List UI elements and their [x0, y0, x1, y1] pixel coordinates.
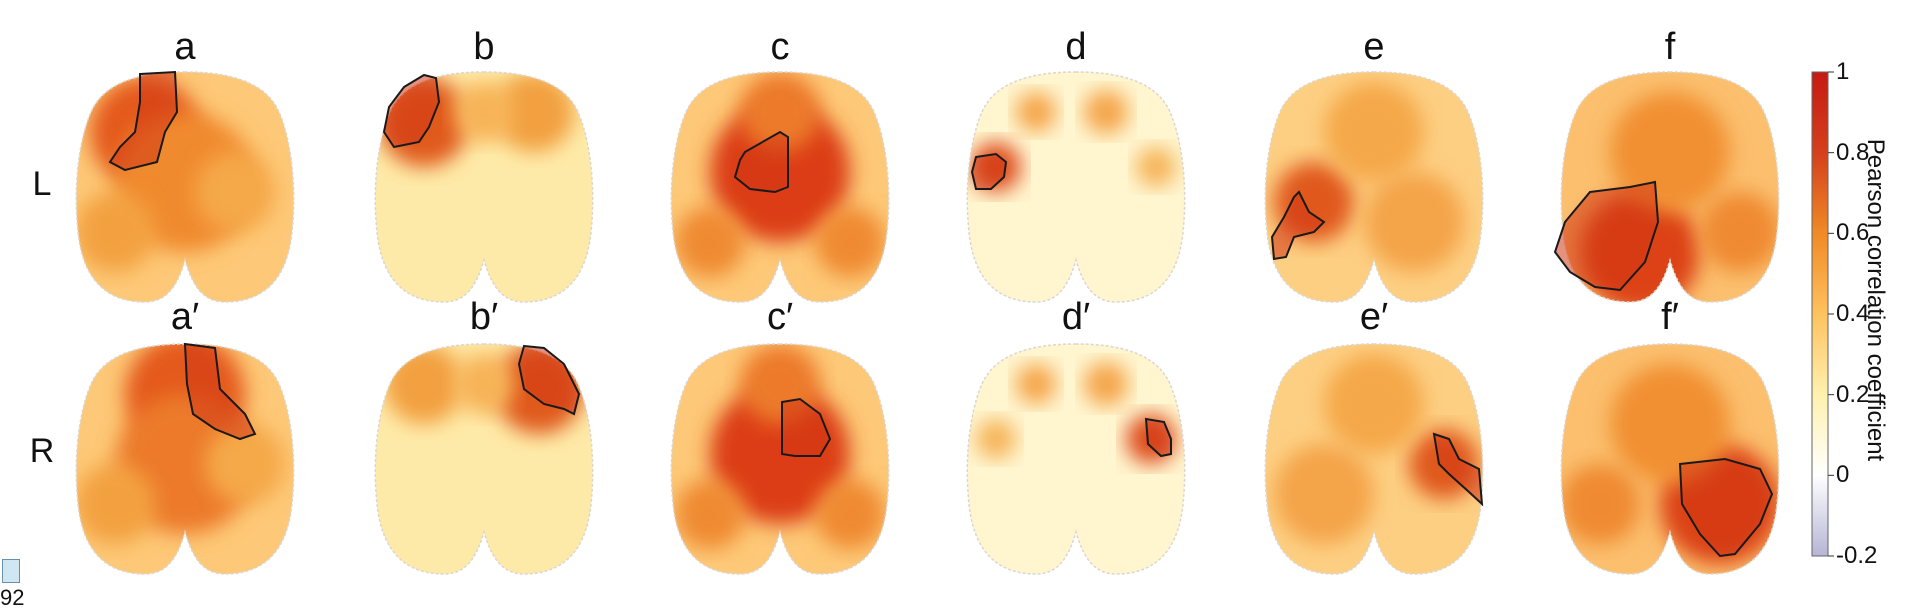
panel-label: a [174, 26, 196, 68]
brain-map-L-e [1264, 71, 1484, 303]
correlation-blob [205, 424, 285, 504]
seed-region-contour [108, 70, 179, 172]
brain-map-R-e [1264, 343, 1484, 575]
colorbar-tick-label: 0.2 [1836, 380, 1870, 408]
panel-label: e′ [1359, 296, 1389, 338]
correlation-blob [384, 344, 464, 424]
seed-region-contour [517, 344, 581, 416]
seed-region-contour [970, 152, 1008, 190]
correlation-blob [195, 152, 275, 232]
brain-outline [374, 343, 594, 575]
colorbar-tick-label: -0.2 [1836, 542, 1878, 569]
correlation-blob [1610, 92, 1730, 212]
correlation-blob [675, 479, 745, 549]
brain-map-R-d [966, 343, 1186, 575]
brain-map-L-c [670, 71, 890, 303]
correlation-blob [454, 354, 514, 414]
colorbar-tick-label: 0.4 [1836, 300, 1870, 327]
edge-fragment: 92 [0, 585, 25, 610]
correlation-blob [1136, 147, 1176, 187]
brain-map-R-f [1560, 343, 1780, 575]
brain-map-R-b [374, 343, 594, 575]
brain-panels [75, 70, 1780, 575]
correlation-blob [1324, 82, 1424, 182]
row-label-R: R [29, 432, 55, 470]
correlation-blob [1561, 464, 1640, 544]
correlation-blob [76, 464, 155, 544]
brain-map-L-b [374, 71, 594, 303]
brain-map-L-a [75, 70, 295, 303]
seed-region-contour [781, 397, 832, 457]
colorbar-title: Pearson correlation coefficient [1862, 138, 1889, 462]
brain-outline [670, 343, 890, 575]
correlation-blob [1610, 364, 1730, 484]
brain-outline [966, 343, 1186, 575]
brain-outline [75, 71, 295, 303]
panel-label: f [1664, 26, 1676, 68]
colorbar-tick-label: 1 [1836, 58, 1850, 85]
brain-outline [1264, 343, 1484, 575]
brain-outline [75, 343, 295, 575]
panel-label: e [1363, 26, 1385, 68]
brain-outline [1560, 343, 1780, 575]
panel-label: d [1065, 26, 1087, 68]
correlation-blob [76, 192, 155, 272]
brain-map-L-d [966, 71, 1186, 303]
correlation-blob [454, 82, 514, 142]
panel-label: d′ [1061, 296, 1091, 338]
brain-outline [670, 71, 890, 303]
seed-region-contour [183, 342, 257, 441]
colorbar [1811, 71, 1829, 557]
correlation-blob [1324, 354, 1424, 454]
correlation-blob [976, 419, 1016, 459]
panel-label: b′ [469, 296, 499, 338]
seed-region-contour [382, 73, 441, 149]
panel-label: f′ [1661, 296, 1679, 338]
correlation-blob [740, 72, 820, 152]
brain-map-L-f [1553, 71, 1780, 303]
correlation-blob [1084, 90, 1128, 134]
seed-region-contour [1553, 180, 1660, 292]
seed-region-contour [1144, 417, 1172, 458]
panel-label: a′ [170, 296, 200, 338]
row-label-L: L [32, 165, 52, 203]
colorbar-tick-label: 0 [1836, 461, 1850, 489]
correlation-blob [1274, 444, 1374, 544]
seed-region-contour [1678, 457, 1774, 558]
brain-outline [966, 71, 1186, 303]
correlation-blob [815, 479, 885, 549]
colorbar-tick-label: 0.8 [1836, 138, 1870, 166]
correlation-blob [494, 72, 574, 152]
brain-outline [374, 71, 594, 303]
panel-label: c′ [766, 296, 794, 338]
correlation-blob [1016, 92, 1056, 132]
panel-label: c [770, 26, 790, 68]
brain-map-R-a [75, 342, 295, 575]
correlation-blob [1016, 364, 1056, 404]
correlation-blob [1700, 192, 1779, 272]
panel-label: b [473, 26, 495, 68]
seed-region-contour [1270, 190, 1326, 261]
brain-outline [1264, 71, 1484, 303]
correlation-blob [1364, 172, 1464, 272]
correlation-blob [815, 207, 885, 277]
seed-region-contour [1432, 432, 1484, 507]
correlation-blob [1084, 362, 1128, 406]
edge-box [2, 559, 20, 583]
seed-region-contour [733, 130, 789, 194]
brain-map-R-c [670, 343, 890, 575]
correlation-blob [675, 207, 745, 277]
colorbar-tick-label: 0.6 [1836, 219, 1870, 247]
brain-outline [1560, 71, 1780, 303]
